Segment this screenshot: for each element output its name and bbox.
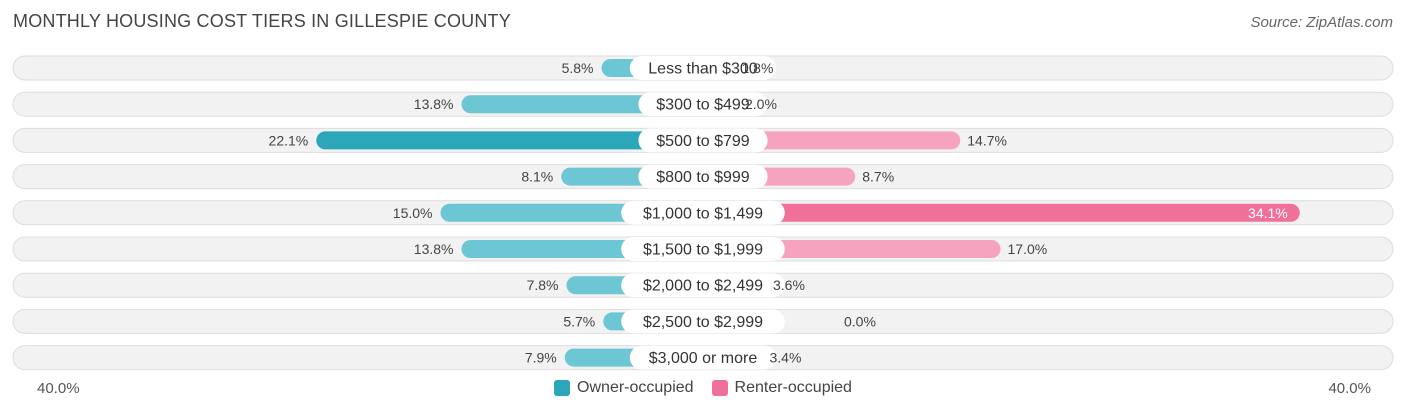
legend-owner-label: Owner-occupied (577, 379, 694, 396)
category-label: $2,500 to $2,999 (643, 314, 763, 331)
category-label: $1,000 to $1,499 (643, 205, 763, 222)
owner-value-label: 13.8% (414, 96, 454, 112)
renter-value-label: 1.8% (742, 60, 774, 76)
renter-value-label: 3.4% (770, 350, 802, 366)
category-label: $500 to $799 (656, 133, 750, 150)
axis-right-label: 40.0% (1328, 380, 1371, 397)
owner-value-label: 13.8% (414, 241, 454, 257)
legend-renter-swatch (711, 380, 728, 396)
category-label: Less than $300 (648, 61, 758, 78)
renter-value-label: 0.0% (844, 313, 876, 329)
owner-value-label: 7.8% (527, 277, 559, 293)
category-label: $1,500 to $1,999 (643, 242, 763, 259)
owner-value-label: 15.0% (393, 205, 433, 221)
owner-value-label: 8.1% (521, 169, 553, 185)
category-pill (621, 273, 785, 298)
legend: Owner-occupied Renter-occupied (0, 379, 1406, 397)
renter-bar (703, 203, 1300, 222)
category-pill (638, 164, 768, 189)
owner-value-label: 5.7% (563, 313, 595, 329)
source-label: Source: ZipAtlas.com (1250, 14, 1393, 31)
category-pill (638, 128, 768, 153)
category-pill (629, 345, 777, 370)
renter-value-label: 3.6% (773, 277, 805, 293)
category-pill (621, 309, 785, 334)
category-label: $800 to $999 (656, 169, 750, 186)
category-label: $3,000 or more (649, 350, 758, 367)
category-label: $2,000 to $2,499 (643, 278, 763, 295)
owner-value-label: 5.8% (562, 60, 594, 76)
renter-bar (703, 131, 961, 150)
renter-value-label: 2.0% (745, 96, 777, 112)
renter-value-label: 14.7% (967, 132, 1007, 148)
owner-value-label: 22.1% (269, 132, 309, 148)
category-pill (629, 56, 777, 80)
renter-value-label: 34.1% (1248, 205, 1288, 221)
legend-owner-swatch (554, 380, 571, 396)
category-pill (638, 92, 768, 117)
owner-bar (316, 131, 703, 150)
owner-value-label: 7.9% (525, 350, 557, 366)
axis-left-label: 40.0% (37, 380, 80, 397)
legend-renter-label: Renter-occupied (734, 379, 852, 396)
renter-value-label: 17.0% (1008, 241, 1048, 257)
legend-renter: Renter-occupied (711, 379, 852, 397)
category-label: $300 to $499 (656, 97, 750, 114)
legend-owner: Owner-occupied (554, 379, 694, 397)
renter-value-label: 8.7% (862, 169, 894, 185)
category-pill (621, 237, 785, 261)
chart-title: MONTHLY HOUSING COST TIERS IN GILLESPIE … (13, 11, 511, 31)
category-pill (621, 200, 785, 225)
